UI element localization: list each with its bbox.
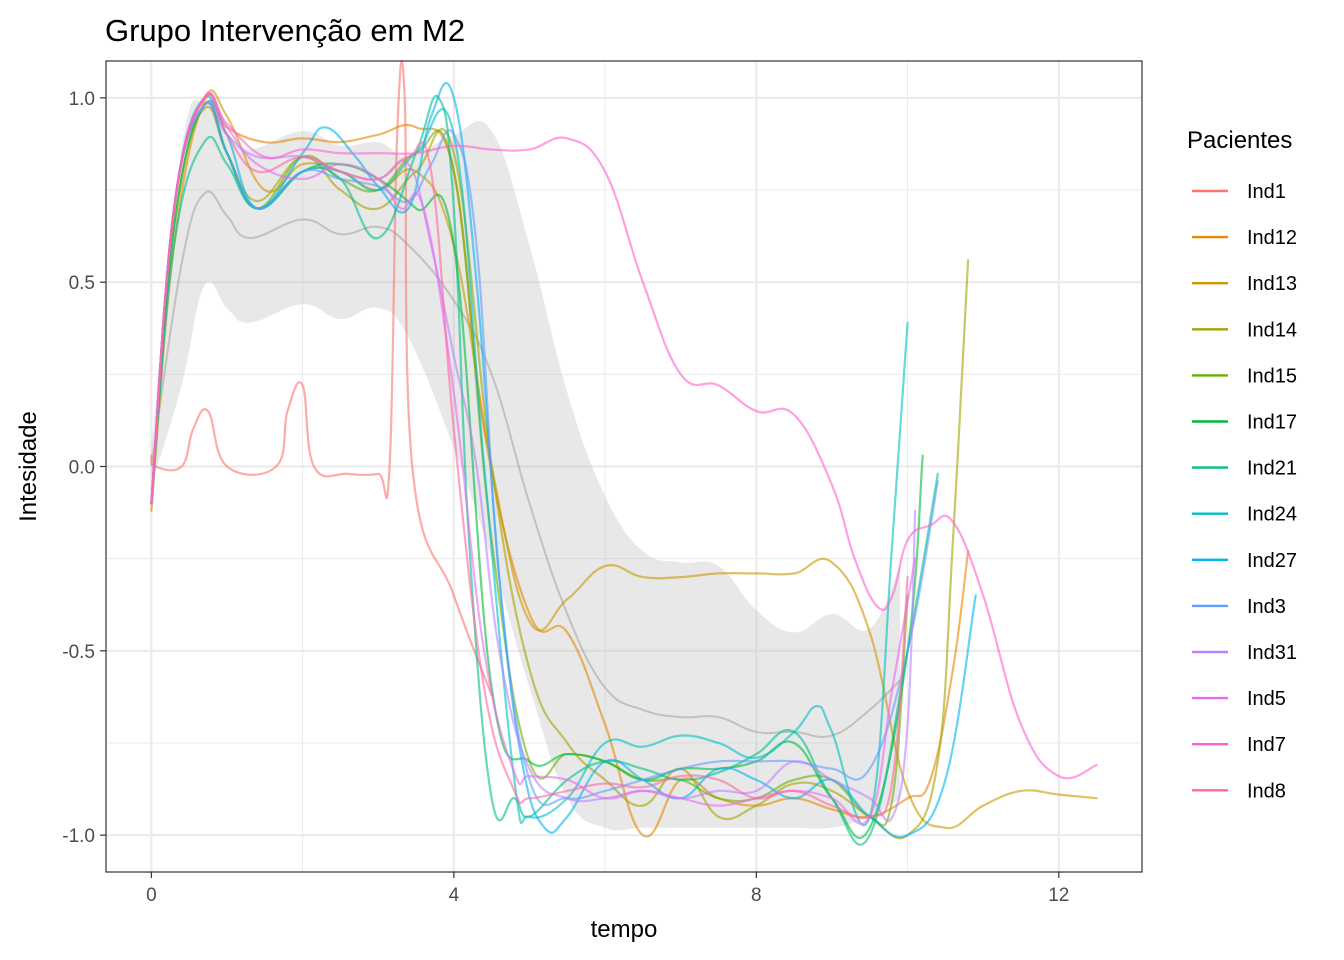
legend-label: Ind24 xyxy=(1247,504,1297,526)
y-tick-label: 0.5 xyxy=(69,273,95,294)
x-tick-label: 4 xyxy=(449,885,460,906)
legend-label: Ind27 xyxy=(1247,550,1297,572)
legend-items: Ind1 Ind12 Ind13 Ind14 Ind15 Ind17 Ind21 Ind24 I… xyxy=(1192,181,1297,802)
legend-item-ind15: Ind15 xyxy=(1192,365,1297,387)
x-tick-label: 8 xyxy=(751,885,762,906)
legend-item-ind13: Ind13 xyxy=(1192,273,1297,295)
legend-item-ind1: Ind1 xyxy=(1192,181,1286,203)
series-line-ind8 xyxy=(150,93,909,820)
legend-label: Ind31 xyxy=(1247,642,1297,664)
legend-item-ind8: Ind8 xyxy=(1192,780,1286,802)
x-axis-ticks: 0 4 8 12 xyxy=(146,872,1069,906)
legend-label: Ind15 xyxy=(1247,365,1297,387)
legend-label: Ind1 xyxy=(1247,181,1286,203)
legend-item-ind27: Ind27 xyxy=(1192,550,1297,572)
mean-confidence-band xyxy=(151,100,901,831)
x-tick-label: 12 xyxy=(1048,885,1069,906)
legend-label: Ind14 xyxy=(1247,319,1297,341)
y-tick-label: 0.0 xyxy=(69,458,95,479)
legend-title: Pacientes xyxy=(1187,127,1292,154)
series-layer xyxy=(150,59,1098,846)
legend: Pacientes Ind1Ind12Ind13Ind14Ind15Ind17I… xyxy=(1187,127,1297,802)
y-tick-label: -1.0 xyxy=(62,826,95,847)
legend-item-ind12: Ind12 xyxy=(1192,227,1297,249)
legend-label: Ind12 xyxy=(1247,227,1297,249)
series-line-ind1 xyxy=(150,59,493,697)
legend-label: Ind5 xyxy=(1247,688,1286,710)
y-axis-title: Intesidade xyxy=(15,411,42,522)
legend-item-ind7: Ind7 xyxy=(1192,734,1286,756)
series-line-ind31 xyxy=(150,100,917,823)
legend-item-ind31: Ind31 xyxy=(1192,642,1297,664)
mean-line xyxy=(150,190,901,738)
legend-label: Ind17 xyxy=(1247,412,1297,434)
legend-label: Ind13 xyxy=(1247,273,1297,295)
legend-item-ind17: Ind17 xyxy=(1192,412,1297,434)
x-tick-label: 0 xyxy=(146,885,157,906)
y-tick-label: 1.0 xyxy=(69,89,95,110)
legend-item-ind3: Ind3 xyxy=(1192,596,1286,618)
chart-title: Grupo Intervenção em M2 xyxy=(105,13,465,48)
legend-item-ind5: Ind5 xyxy=(1192,688,1286,710)
plot-panel xyxy=(105,59,1143,873)
legend-label: Ind7 xyxy=(1247,734,1286,756)
legend-item-ind24: Ind24 xyxy=(1192,504,1297,526)
legend-label: Ind8 xyxy=(1247,780,1286,802)
y-axis-ticks: -1.0 -0.5 0.0 0.5 1.0 xyxy=(62,89,106,847)
mean-band-layer xyxy=(150,100,901,831)
legend-label: Ind3 xyxy=(1247,596,1286,618)
y-tick-label: -0.5 xyxy=(62,642,95,663)
legend-label: Ind21 xyxy=(1247,458,1297,480)
series-line-ind7 xyxy=(150,91,1098,780)
legend-item-ind21: Ind21 xyxy=(1192,458,1297,480)
legend-item-ind14: Ind14 xyxy=(1192,319,1297,341)
x-axis-title: tempo xyxy=(591,916,658,943)
